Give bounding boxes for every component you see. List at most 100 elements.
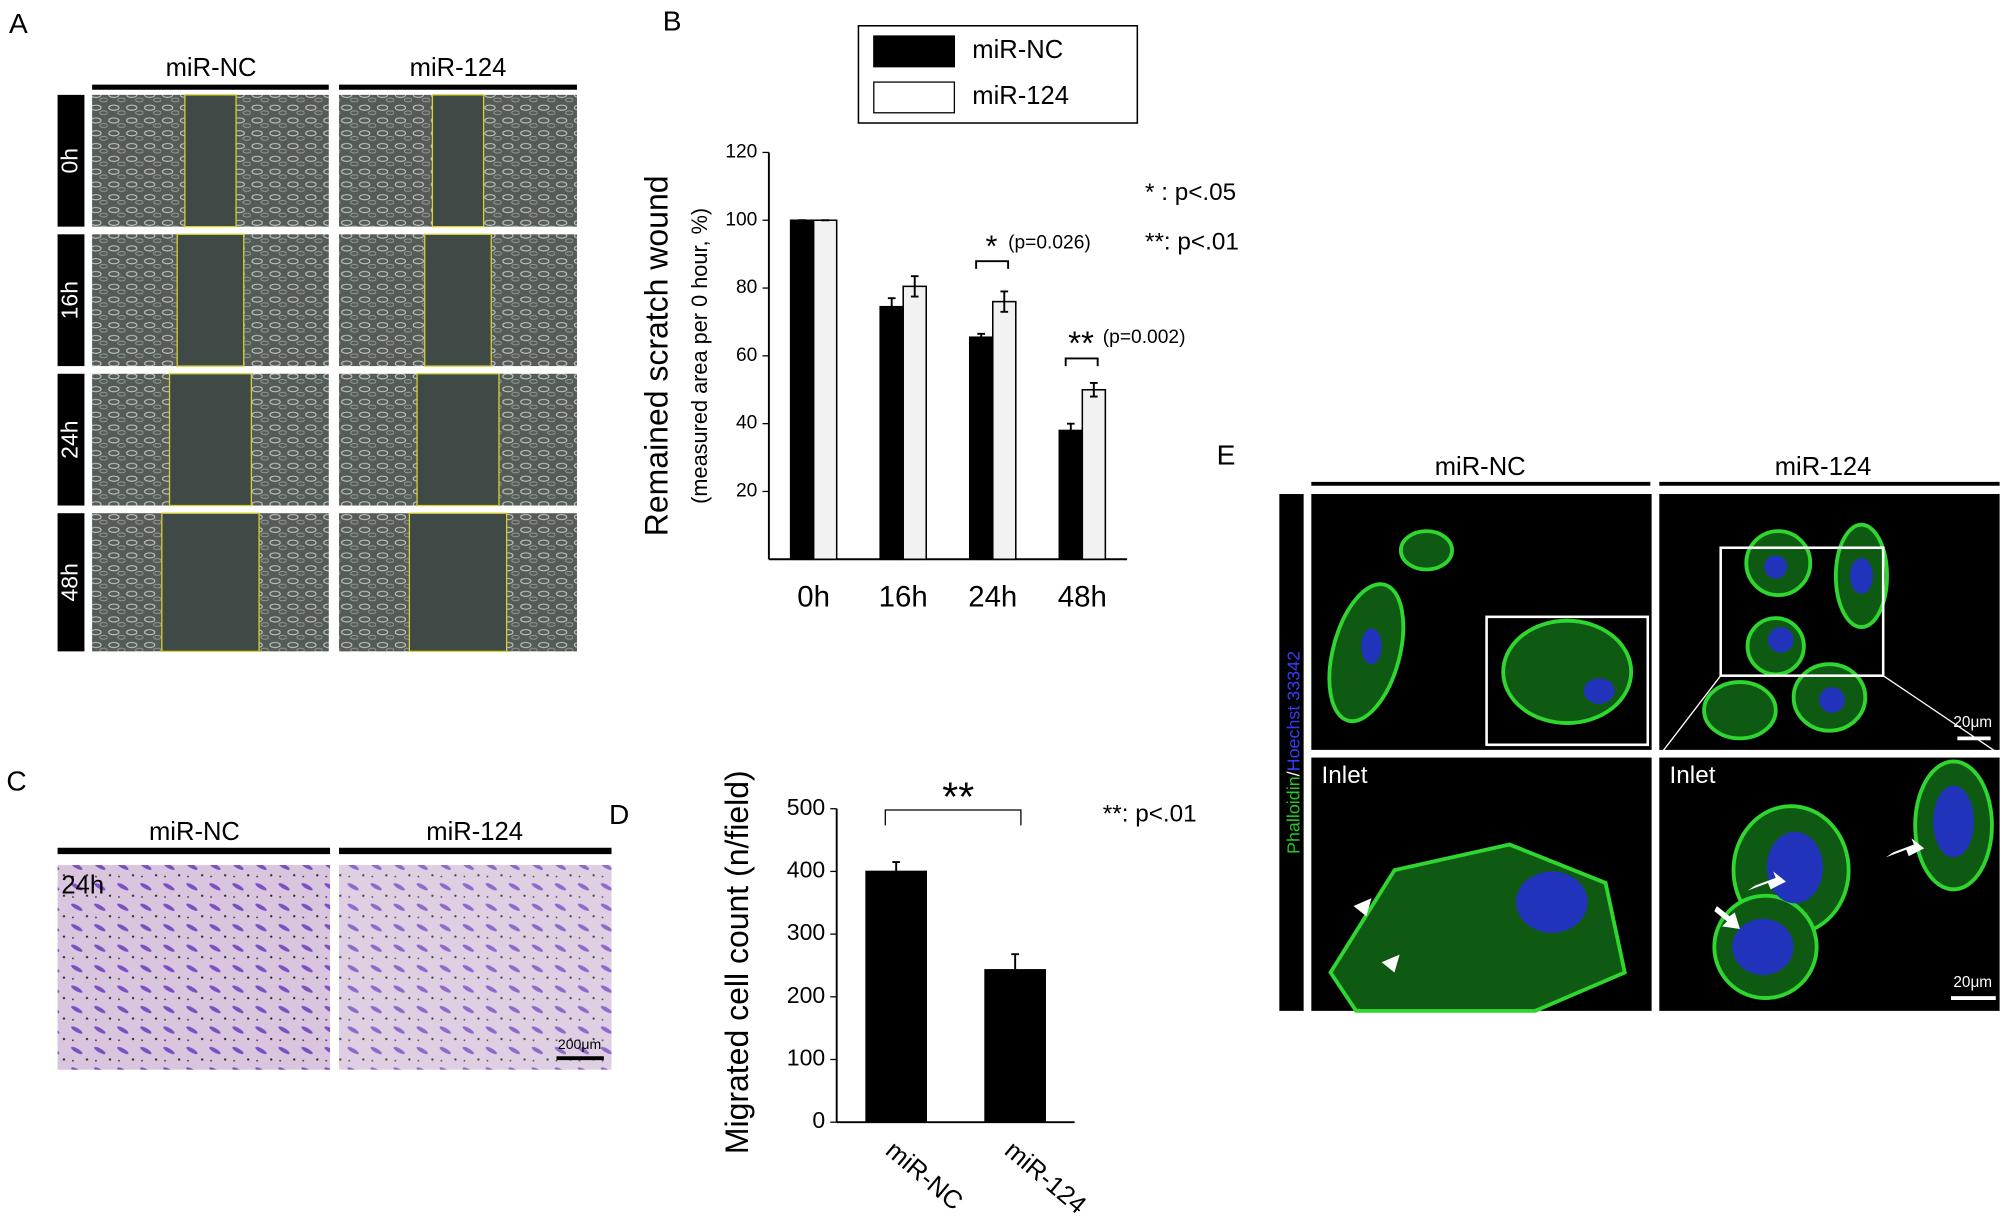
annotation: **: [942, 774, 974, 820]
arrows: [1714, 838, 1925, 929]
column-header: miR-124: [1775, 453, 1872, 481]
inset-box: [1485, 615, 1650, 747]
y-tick-label: 120: [725, 142, 757, 163]
wound-gap: [424, 233, 492, 367]
bar: [968, 336, 994, 561]
y-tick-label: 40: [736, 413, 757, 434]
stain-label: Phalloidin/Hoechst 33342: [1283, 651, 1303, 854]
y-tick-label: 20: [736, 481, 757, 502]
y-tick-label: 80: [736, 277, 757, 298]
x-tick-label: 16h: [879, 581, 928, 614]
y-tick-label: 500: [787, 794, 825, 820]
row-label-bar: [57, 234, 85, 367]
y-tick-label: 0: [812, 1107, 825, 1133]
bracket: [975, 260, 1099, 367]
y-tick-label: 400: [787, 857, 825, 883]
inset-box: [1719, 546, 1885, 677]
wound-gap: [161, 512, 260, 653]
x-tick-label: 48h: [1058, 581, 1107, 614]
row-label-bar: [57, 94, 85, 227]
panel-label: B: [663, 6, 682, 37]
stain-separator: /: [1283, 771, 1303, 776]
micrograph: [339, 865, 612, 1070]
row-label: 16h: [57, 281, 83, 319]
panel-a: A miR-NC miR-124 0h 16h 24h 48h: [9, 8, 577, 653]
scale-label: 200μm: [558, 1036, 601, 1052]
y-axis-label: Migrated cell count (n/field): [719, 770, 755, 1154]
row-label-bar: [57, 373, 85, 506]
legend-label: miR-NC: [972, 36, 1063, 64]
side-bar: [1279, 494, 1304, 1011]
row-label: 48h: [57, 563, 83, 601]
inlet-label: Inlet: [1670, 762, 1716, 789]
column-header: miR-NC: [166, 54, 257, 82]
wound-gap: [168, 373, 253, 507]
legend-label: miR-124: [972, 82, 1069, 110]
stain-green: Phalloidin: [1283, 776, 1303, 854]
error-bar: [910, 275, 919, 298]
error-bar: [1089, 382, 1098, 398]
annotation: *: [986, 228, 998, 263]
y-tick-label: 60: [736, 345, 757, 366]
bar: [879, 305, 904, 561]
bracket: [884, 809, 1022, 826]
y-tick-label: 300: [787, 919, 825, 945]
bar: [991, 300, 1017, 561]
bar: [789, 219, 815, 561]
bar: [902, 285, 928, 561]
bar: [984, 969, 1046, 1123]
scale-label: 20μm: [1953, 974, 1992, 991]
annotation: (p=0.002): [1103, 327, 1186, 348]
panel-label: D: [609, 799, 629, 830]
panel-c: C miR-NC miR-124 24h 200μm: [6, 766, 612, 1070]
stain-blue: Hoechst 33342: [1283, 651, 1303, 771]
error-bar: [887, 297, 896, 317]
x-tick-label: 0h: [797, 581, 830, 614]
annotation: (p=0.026): [1008, 232, 1091, 253]
bar: [1058, 429, 1084, 561]
row-label: 24h: [57, 420, 83, 458]
y-tick-label: 200: [787, 982, 825, 1008]
panel-label: C: [6, 766, 26, 797]
nuclei: [1361, 555, 1975, 976]
column-header: miR-124: [426, 818, 523, 846]
arrowheads: [1353, 898, 1400, 973]
y-axis-label: (measured area per 0 hour, %): [687, 208, 712, 504]
note: **: p<.01: [1103, 801, 1197, 828]
legend-swatch: [873, 35, 956, 68]
y-tick-label: 100: [787, 1045, 825, 1071]
column-header: miR-NC: [1435, 453, 1526, 481]
error-bar: [977, 332, 986, 342]
panel-e: E miR-NC miR-124 Phalloidin/Hoechst 3334…: [1217, 439, 2000, 1013]
time-label: 24h: [61, 872, 104, 900]
legend-swatch: [873, 81, 956, 114]
row-label-bar: [57, 513, 85, 652]
x-tick-label: miR-NC: [880, 1136, 968, 1216]
y-axis-label: Remained scratch wound: [638, 175, 674, 536]
y-tick-label: 100: [725, 209, 757, 230]
wound-gap: [408, 512, 508, 653]
wound-gap: [184, 94, 237, 228]
inlet-label: Inlet: [1322, 762, 1368, 789]
note: **: p<.01: [1145, 229, 1239, 256]
column-header: miR-NC: [149, 818, 240, 846]
error-bar: [1066, 422, 1075, 439]
bar: [865, 870, 928, 1123]
row-label: 0h: [57, 148, 83, 174]
wound-gap: [431, 94, 485, 228]
panel-label: A: [9, 8, 28, 39]
note: * : p<.05: [1145, 179, 1236, 206]
error-bar: [1011, 953, 1019, 987]
bar: [812, 219, 838, 561]
bar: [1081, 388, 1107, 561]
scale-label: 20μm: [1953, 714, 1992, 731]
x-tick-label: 24h: [968, 581, 1017, 614]
column-header: miR-124: [410, 54, 507, 82]
x-tick-label: miR-124: [999, 1136, 1091, 1220]
wound-gap: [416, 373, 500, 507]
error-bar: [892, 861, 901, 882]
micrograph: [57, 865, 331, 1070]
panel-label: E: [1217, 439, 1236, 470]
error-bar: [1000, 290, 1009, 313]
